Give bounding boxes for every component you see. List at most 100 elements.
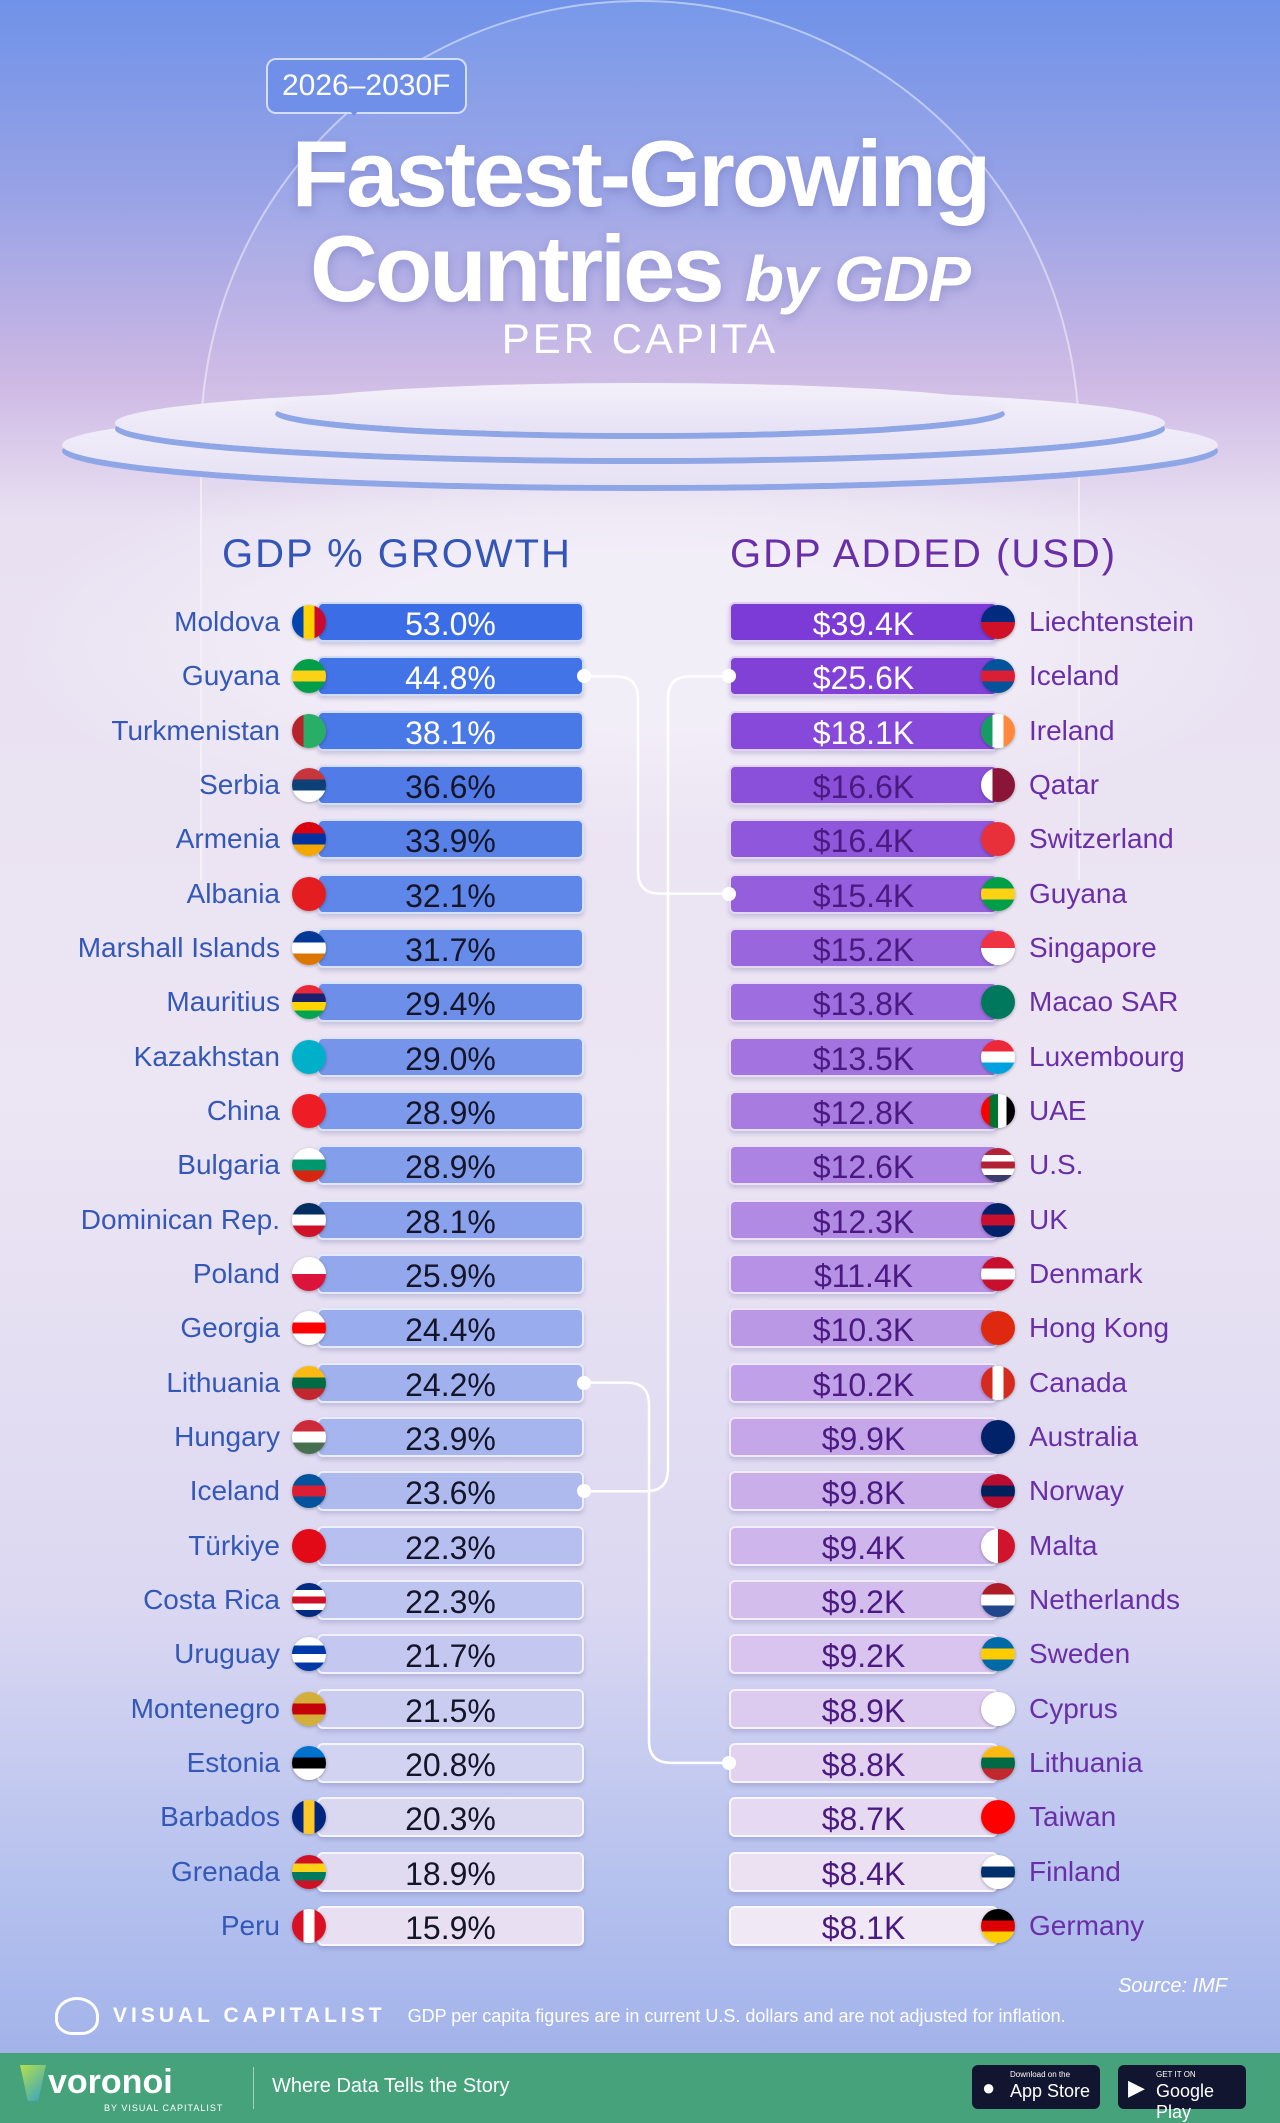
country-label: Georgia	[180, 1312, 280, 1344]
country-label: Liechtenstein	[1029, 606, 1195, 637]
growth-bar: 36.6%	[317, 764, 584, 805]
growth-bar: 28.9%	[317, 1090, 584, 1131]
country-label: Grenada	[171, 1855, 280, 1887]
growth-bar: 20.8%	[317, 1742, 584, 1783]
flag-icon	[292, 659, 326, 694]
gdp-added-bar: $8.8K	[729, 1742, 998, 1783]
connector-guyana	[584, 675, 729, 895]
connector-dot	[577, 669, 591, 684]
growth-bar: 25.9%	[317, 1253, 584, 1294]
flag-icon	[981, 876, 1015, 911]
footer-banner: voronoi BY VISUAL CAPITALIST Where Data …	[0, 2053, 1280, 2123]
growth-bar: 15.9%	[317, 1905, 584, 1946]
gdp-added-bar: $9.9K	[729, 1416, 998, 1457]
flag-icon	[292, 767, 326, 802]
growth-bar: 21.5%	[317, 1688, 584, 1729]
title-countries: Countries	[310, 216, 725, 321]
growth-bar: 31.7%	[317, 927, 584, 968]
growth-bar: 38.1%	[317, 710, 584, 751]
growth-bar: 44.8%	[317, 656, 584, 697]
apple-icon: ●	[982, 2075, 996, 2100]
flag-icon	[981, 1582, 1015, 1617]
country-label: Guyana	[181, 660, 280, 692]
gdp-added-bar: $15.4K	[729, 873, 998, 914]
flag-icon	[981, 767, 1015, 802]
google-play-button[interactable]: ▶ GET IT ON Google Play	[1118, 2065, 1246, 2122]
flag-icon	[292, 1908, 326, 1943]
gdp-added-bar: $9.2K	[729, 1634, 998, 1675]
country-label: Canada	[1029, 1366, 1128, 1398]
app-store-button[interactable]: ● Download on the App Store	[972, 2065, 1100, 2109]
growth-bar: 28.1%	[317, 1199, 584, 1240]
app-store-label: App Store	[1010, 2081, 1091, 2101]
growth-bar: 18.9%	[317, 1851, 584, 1892]
growth-bar: 22.3%	[317, 1579, 584, 1620]
gdp-added-bar: $13.8K	[729, 982, 998, 1023]
visual-capitalist-bar: VISUAL CAPITALIST GDP per capita figures…	[55, 1997, 1235, 2035]
country-label: Mauritius	[166, 986, 280, 1018]
flag-icon	[292, 985, 326, 1020]
flag-icon	[292, 1256, 326, 1291]
flag-icon	[292, 822, 326, 857]
flag-icon	[292, 876, 326, 911]
flag-icon	[292, 1202, 326, 1237]
flag-icon	[292, 1039, 326, 1074]
title-by-gdp: by GDP	[744, 243, 971, 315]
flag-icon	[292, 605, 326, 639]
connector-dot	[577, 1484, 591, 1499]
flag-icon	[981, 1800, 1015, 1835]
tagline: Where Data Tells the Story	[272, 2075, 510, 2097]
gdp-added-bar: $15.2K	[729, 927, 998, 968]
country-label: Armenia	[175, 823, 280, 855]
flag-icon	[981, 930, 1015, 965]
flag-icon	[981, 1039, 1015, 1074]
flag-icon	[981, 659, 1015, 694]
gdp-added-bar: $13.5K	[729, 1036, 998, 1077]
flag-icon	[292, 1093, 326, 1128]
growth-bar: 23.6%	[317, 1471, 584, 1512]
flag-icon	[292, 1854, 326, 1889]
gdp-added-bar: $18.1K	[729, 710, 998, 751]
flag-icon	[292, 1148, 326, 1183]
flag-icon	[292, 1691, 326, 1726]
country-label: Serbia	[199, 768, 280, 800]
growth-bar: 24.4%	[317, 1308, 584, 1349]
country-label: Sweden	[1029, 1638, 1131, 1670]
connector-lithuania	[584, 1381, 729, 1765]
right-column-header: GDP ADDED (USD)	[730, 532, 1118, 576]
gdp-added-bar: $10.3K	[729, 1308, 998, 1349]
growth-bar: 53.0%	[317, 602, 584, 642]
gdp-added-bar: $12.8K	[729, 1090, 998, 1131]
country-label: China	[206, 1094, 280, 1126]
voronoi-wordmark[interactable]: voronoi	[48, 2063, 173, 2101]
country-label: Macao SAR	[1029, 986, 1179, 1018]
flag-icon	[292, 1637, 326, 1672]
flag-icon	[292, 1745, 326, 1780]
country-label: Costa Rica	[143, 1583, 280, 1615]
growth-bar: 21.7%	[317, 1634, 584, 1675]
country-label: UAE	[1029, 1094, 1087, 1126]
flag-icon	[981, 1256, 1015, 1291]
flag-icon	[981, 985, 1015, 1020]
flag-icon	[981, 1745, 1015, 1780]
country-label: Guyana	[1029, 877, 1128, 909]
country-label: Australia	[1029, 1420, 1138, 1452]
country-label: Germany	[1029, 1909, 1145, 1941]
floor-decoration	[0, 440, 1280, 840]
google-play-small: GET IT ON	[1156, 2070, 1196, 2079]
gdp-added-bar: $9.2K	[729, 1579, 998, 1620]
flag-icon	[292, 1800, 326, 1835]
country-label: Hong Kong	[1029, 1312, 1170, 1344]
flag-icon	[292, 1311, 326, 1346]
country-label: Peru	[220, 1909, 280, 1941]
country-label: Ireland	[1029, 714, 1115, 746]
country-label: Uruguay	[174, 1638, 280, 1670]
country-label: Barbados	[160, 1801, 280, 1833]
google-play-label: Google Play	[1156, 2081, 1215, 2122]
play-icon: ▶	[1128, 2075, 1145, 2100]
flag-icon	[981, 1637, 1015, 1672]
gdp-added-bar: $9.8K	[729, 1471, 998, 1512]
country-label: Estonia	[186, 1746, 280, 1778]
country-label: U.S.	[1029, 1149, 1084, 1181]
